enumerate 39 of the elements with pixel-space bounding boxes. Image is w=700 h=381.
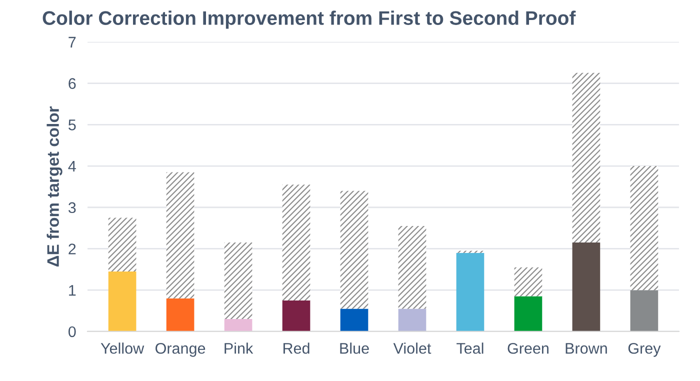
x-tick-label: Brown — [566, 343, 607, 354]
y-tick-label: 4 — [68, 161, 76, 172]
bar — [166, 298, 194, 332]
y-tick-label: 5 — [68, 120, 76, 130]
chart-title: Color Correction Improvement from First to Second Proof — [42, 10, 576, 29]
y-tick-label: 1 — [69, 285, 76, 296]
y-tick-label: 7 — [68, 36, 76, 48]
bar — [224, 242, 252, 320]
bar — [572, 242, 600, 332]
y-tick-label: 0 — [68, 326, 76, 338]
y-tick-label: 6 — [68, 78, 76, 89]
bar — [108, 271, 136, 332]
bar — [166, 172, 194, 298]
y-tick-label: 3 — [68, 202, 76, 214]
x-tick-label: Green — [508, 342, 548, 354]
bar — [630, 290, 658, 332]
x-tick-label: Yellow — [100, 342, 144, 354]
x-tick-label: Red — [284, 342, 310, 354]
bar — [282, 184, 310, 300]
bar — [398, 308, 426, 332]
bar — [224, 319, 252, 332]
bar — [456, 252, 484, 332]
bar — [282, 300, 310, 332]
bar — [340, 190, 368, 309]
x-tick-label: Blue — [340, 342, 369, 354]
y-tick-label: 2 — [68, 244, 76, 254]
x-tick-label: Grey — [628, 342, 661, 357]
x-tick-label: Orange — [156, 342, 206, 357]
bar — [340, 308, 368, 332]
x-tick-label: Violet — [393, 342, 432, 354]
bar — [108, 218, 136, 272]
x-tick-label: Pink — [224, 342, 254, 354]
bar — [398, 226, 426, 309]
y-axis-title: ΔE from target color — [46, 106, 62, 267]
x-tick-label: Teal — [456, 342, 484, 354]
bar — [514, 296, 542, 332]
bar — [514, 267, 542, 296]
bar — [572, 72, 600, 243]
bar — [630, 166, 658, 290]
